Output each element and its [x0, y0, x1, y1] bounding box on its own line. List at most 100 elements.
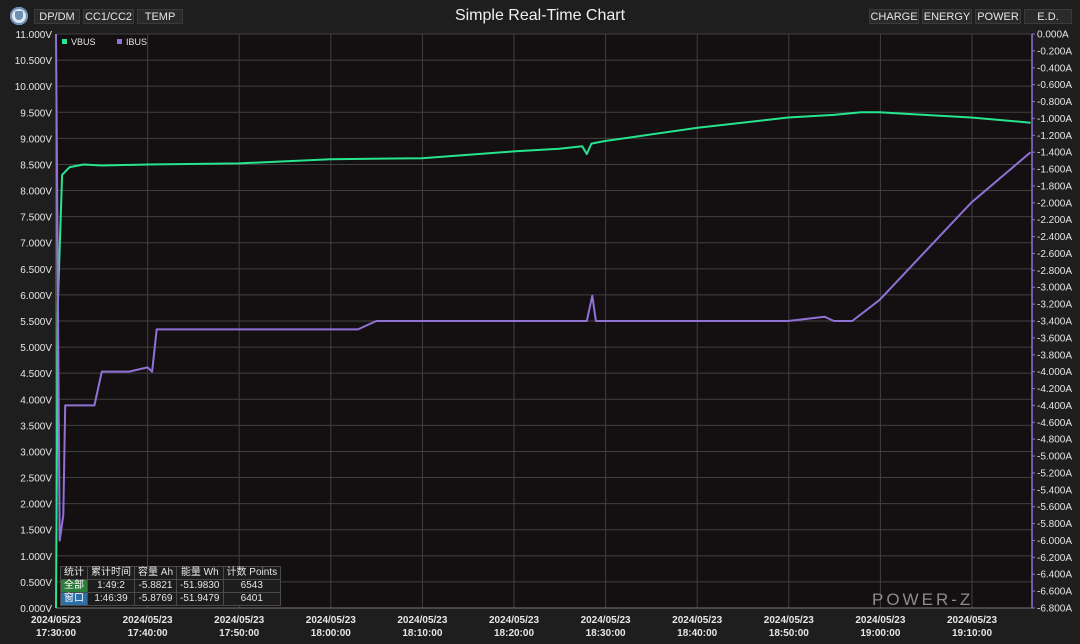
y-left-tick-label: 6.500V [20, 265, 52, 276]
y-right-tick-label: -0.600A [1037, 80, 1072, 91]
y-left-tick-label: 9.000V [20, 134, 52, 145]
y-left-tick-label: 2.000V [20, 500, 52, 511]
y-right-tick-label: -3.200A [1037, 300, 1072, 311]
y-left-tick-label: 8.500V [20, 160, 52, 171]
y-left-tick-label: 9.500V [20, 108, 52, 119]
y-left-tick-label: 6.000V [20, 291, 52, 302]
x-tick-label-time: 18:50:00 [769, 628, 809, 639]
y-left-tick-label: 0.500V [20, 578, 52, 589]
y-left-tick-label: 8.000V [20, 187, 52, 198]
y-right-tick-label: -4.400A [1037, 401, 1072, 412]
tab-charge[interactable]: CHARGE [869, 9, 919, 24]
y-right-tick-label: -1.600A [1037, 165, 1072, 176]
x-tick-label-time: 18:00:00 [311, 628, 351, 639]
x-tick-label-time: 17:40:00 [128, 628, 168, 639]
stats-cell-wh: -51.9479 [176, 592, 224, 606]
y-right-tick-label: -6.600A [1037, 587, 1072, 598]
y-right-tick-label: -5.800A [1037, 519, 1072, 530]
y-right-tick-label: -4.600A [1037, 418, 1072, 429]
y-left-tick-label: 5.000V [20, 343, 52, 354]
stats-cell-time: 1:46:39 [87, 592, 135, 606]
y-right-tick-label: -2.600A [1037, 249, 1072, 260]
y-right-tick-label: -4.000A [1037, 367, 1072, 378]
y-left-tick-label: 11.000V [15, 30, 52, 41]
x-tick-label-date: 2024/05/23 [397, 615, 447, 626]
legend-swatch-ibus [117, 39, 122, 44]
stats-cell-time: 1:49:2 [87, 579, 135, 593]
y-right-tick-label: 0.000A [1037, 30, 1069, 41]
x-tick-label-date: 2024/05/23 [855, 615, 905, 626]
y-right-tick-label: -1.000A [1037, 114, 1072, 125]
stats-row-label[interactable]: 窗口 [60, 592, 88, 606]
y-left-tick-label: 7.500V [20, 213, 52, 224]
stats-header-points: 计数 Points [222, 566, 282, 580]
y-right-tick-label: -5.600A [1037, 502, 1072, 513]
x-tick-label-date: 2024/05/23 [306, 615, 356, 626]
y-right-tick-label: -3.600A [1037, 333, 1072, 344]
y-right-tick-label: -3.800A [1037, 350, 1072, 361]
stats-row-all: 全部 1:49:2 -5.8821 -51.9830 6543 [60, 579, 282, 593]
y-left-tick-label: 10.000V [15, 82, 53, 93]
series-line-ibus[interactable] [55, 33, 1032, 542]
tab-temp[interactable]: TEMP [137, 9, 183, 24]
x-tick-label-time: 19:10:00 [952, 628, 992, 639]
x-tick-label-time: 19:00:00 [860, 628, 900, 639]
y-left-tick-label: 4.000V [20, 395, 52, 406]
y-right-tick-label: -6.400A [1037, 570, 1072, 581]
tab-cc1-cc2[interactable]: CC1/CC2 [83, 9, 134, 24]
y-right-tick-label: -2.200A [1037, 215, 1072, 226]
x-tick-label-date: 2024/05/23 [214, 615, 264, 626]
y-right-tick-label: -5.200A [1037, 468, 1072, 479]
x-tick-label-date: 2024/05/23 [947, 615, 997, 626]
y-right-tick-label: -5.400A [1037, 485, 1072, 496]
x-tick-label-date: 2024/05/23 [123, 615, 173, 626]
x-tick-label-time: 18:10:00 [402, 628, 442, 639]
y-right-tick-label: -6.200A [1037, 553, 1072, 564]
y-right-tick-label: -2.800A [1037, 266, 1072, 277]
y-left-tick-label: 1.000V [20, 552, 52, 563]
y-left-tick-label: 1.500V [20, 526, 52, 537]
y-right-tick-label: -3.000A [1037, 283, 1072, 294]
tab-ed[interactable]: E.D. [1024, 9, 1072, 24]
stats-header-row: 统计 累计时间 容量 Ah 能量 Wh 计数 Points [60, 566, 282, 580]
y-right-tick-label: -0.200A [1037, 46, 1072, 57]
y-left-tick-label: 7.000V [20, 239, 52, 250]
y-right-tick-label: -6.000A [1037, 536, 1072, 547]
legend-label-vbus: VBUS [71, 37, 96, 47]
x-tick-label-time: 17:50:00 [219, 628, 259, 639]
app-logo-icon [10, 7, 28, 25]
legend-label-ibus: IBUS [126, 37, 147, 47]
y-left-tick-label: 4.500V [20, 369, 52, 380]
y-right-tick-label: -6.800A [1037, 604, 1072, 615]
stats-header-time: 累计时间 [87, 566, 135, 580]
stats-cell-points: 6543 [222, 579, 282, 593]
y-right-tick-label: -1.200A [1037, 131, 1072, 142]
tab-power[interactable]: POWER [975, 9, 1021, 24]
x-tick-label-date: 2024/05/23 [489, 615, 539, 626]
y-left-tick-label: 0.000V [20, 604, 52, 615]
y-right-tick-label: -5.000A [1037, 452, 1072, 463]
stats-row-label[interactable]: 全部 [60, 579, 88, 593]
stats-header-wh: 能量 Wh [176, 566, 224, 580]
tab-dp-dm[interactable]: DP/DM [34, 9, 80, 24]
y-right-tick-label: -0.400A [1037, 63, 1072, 74]
y-left-tick-label: 2.500V [20, 474, 52, 485]
top-toolbar: DP/DM CC1/CC2 TEMP Simple Real-Time Char… [0, 0, 1080, 30]
y-right-tick-label: -2.000A [1037, 198, 1072, 209]
y-right-tick-label: -4.200A [1037, 384, 1072, 395]
stats-header-label: 统计 [60, 566, 88, 580]
x-tick-label-time: 18:20:00 [494, 628, 534, 639]
y-right-tick-label: -3.400A [1037, 317, 1072, 328]
legend-swatch-vbus [62, 39, 67, 44]
x-tick-label-date: 2024/05/23 [31, 615, 81, 626]
y-left-tick-label: 10.500V [15, 56, 53, 67]
stats-cell-ah: -5.8821 [133, 579, 178, 593]
tab-energy[interactable]: ENERGY [922, 9, 972, 24]
y-right-tick-label: -2.400A [1037, 232, 1072, 243]
y-right-tick-label: -0.800A [1037, 97, 1072, 108]
stats-header-ah: 容量 Ah [133, 566, 178, 580]
series-line-vbus[interactable] [55, 111, 1031, 609]
x-tick-label-time: 18:30:00 [586, 628, 626, 639]
brand-watermark: POWER-Z [872, 590, 974, 609]
